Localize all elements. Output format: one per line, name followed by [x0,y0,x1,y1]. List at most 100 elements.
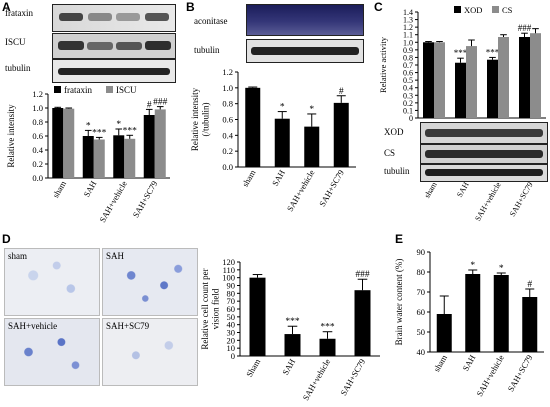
category-label: Sham [244,357,263,379]
blot-label-frataxin: frataxin [5,8,33,18]
bar [113,135,125,178]
significance-label: ### [355,270,370,280]
micrograph-sham: sham [4,248,100,316]
blot-label-tubulin-a: tubulin [5,63,31,73]
bar [465,274,481,352]
y-tick-label: 1.0 [403,38,413,47]
micrograph-label-sham: sham [8,251,27,261]
category-label: SAH [81,179,98,199]
y-tick-label: 50 [227,312,236,322]
y-tick-label: 70 [227,296,236,306]
chart-c: 00.10.20.30.40.50.60.70.80.91.01.11.21.3… [378,5,546,122]
bar [304,126,320,167]
bar [333,102,349,167]
micrograph-sah-sc79: SAH+SC79 [102,318,198,386]
blot-frataxin [52,4,176,32]
category-label: SAH+vehicle [300,357,332,402]
significance-label: # [339,87,344,97]
y-tick-label: 0 [231,351,235,361]
y-tick-label: 1.3 [403,16,413,25]
bar [519,36,530,118]
bar [354,290,371,356]
category-label: SAH [455,180,471,199]
bar [245,87,261,167]
legend-label: frataxin [64,85,92,95]
y-tick-label: 70 [417,287,426,297]
bar [274,118,290,167]
y-tick-label: 1.2 [222,67,233,77]
significance-label: * [309,105,314,115]
bar [82,136,94,178]
legend-swatch [492,6,499,13]
y-axis-label: Relative intensity [6,104,16,168]
y-axis-label: Relative intensity [190,87,200,151]
significance-label: *** [92,128,107,138]
y-tick-label: 1.0 [222,83,233,93]
category-label: SAH+SC79 [505,353,534,393]
category-label: SAH+vehicle [474,353,506,398]
y-tick-label: 1.2 [403,23,413,32]
y-tick-label: 0.1 [403,106,413,115]
chart-a: 0.0 0.2 0.4 0.6 0.8 1.0 1.2 Relative intensity *… [6,85,170,224]
y-tick-label: 0.2 [403,99,413,108]
category-label: sham [431,353,449,374]
blot-cs [420,144,548,164]
y-axis-label: (/tubulin) [201,103,211,137]
y-axis-label: Brain water content (%) [394,259,404,346]
legend-swatch [454,6,461,13]
panel-letter-b: B [186,0,195,14]
significance-label: * [499,264,504,274]
micrograph-sah-vehicle: SAH+vehicle [4,318,100,386]
bar [93,139,105,178]
y-tick-label: 0.7 [403,61,413,70]
legend-swatch [106,86,113,93]
legend-label: XOD [464,5,482,15]
bar [493,275,509,352]
blot-label-iscu: ISCU [5,37,26,47]
y-tick-label: 1.1 [403,31,413,40]
y-tick-label: 0.4 [222,130,233,140]
micrograph-label-sah-vehicle: SAH+vehicle [8,321,58,331]
category-label: SAH [280,357,297,377]
significance-label: *** [123,126,138,136]
bar [154,109,166,178]
y-tick-label: 0.2 [222,146,233,156]
y-axis-label: vision field [211,288,221,329]
bar [52,108,64,178]
y-tick-label: 80 [417,267,426,277]
bar [530,33,541,119]
y-tick-label: 40 [417,347,426,357]
bar [249,277,266,356]
category-label: SAH+SC79 [338,357,367,397]
legend-label: ISCU [116,85,137,95]
bar [522,297,538,352]
significance-label: ### [518,23,532,33]
y-tick-label: 1.2 [32,89,43,99]
y-tick-label: 50 [417,327,426,337]
y-tick-label: 0.6 [222,115,233,125]
significance-label: *** [320,323,335,333]
blot-label-tubulin-b: tubulin [194,45,220,55]
blot-label-xod: XOD [384,127,404,137]
bar [466,46,477,119]
y-tick-label: 0.0 [32,173,43,183]
significance-label: *** [486,47,500,57]
category-label: sham [240,168,258,189]
y-tick-label: 90 [227,281,236,291]
blot-tubulin-c [420,164,548,182]
category-label: SAH+SC79 [317,168,346,208]
micrograph-label-sah: SAH [106,251,125,261]
category-label: SAH [460,353,477,373]
significance-label: * [280,103,285,113]
chart-b: 0.0 0.2 0.4 0.6 0.8 1.0 1.2 Relative intensity(… [190,67,356,213]
bar [434,42,445,118]
bar [498,36,509,118]
legend-label: CS [502,5,513,15]
y-tick-label: 0.3 [403,91,413,100]
y-tick-label: 10 [227,343,236,353]
y-tick-label: 60 [227,304,236,314]
significance-label: # [147,100,152,110]
y-tick-label: 20 [227,335,236,345]
category-label: sham [422,180,439,200]
